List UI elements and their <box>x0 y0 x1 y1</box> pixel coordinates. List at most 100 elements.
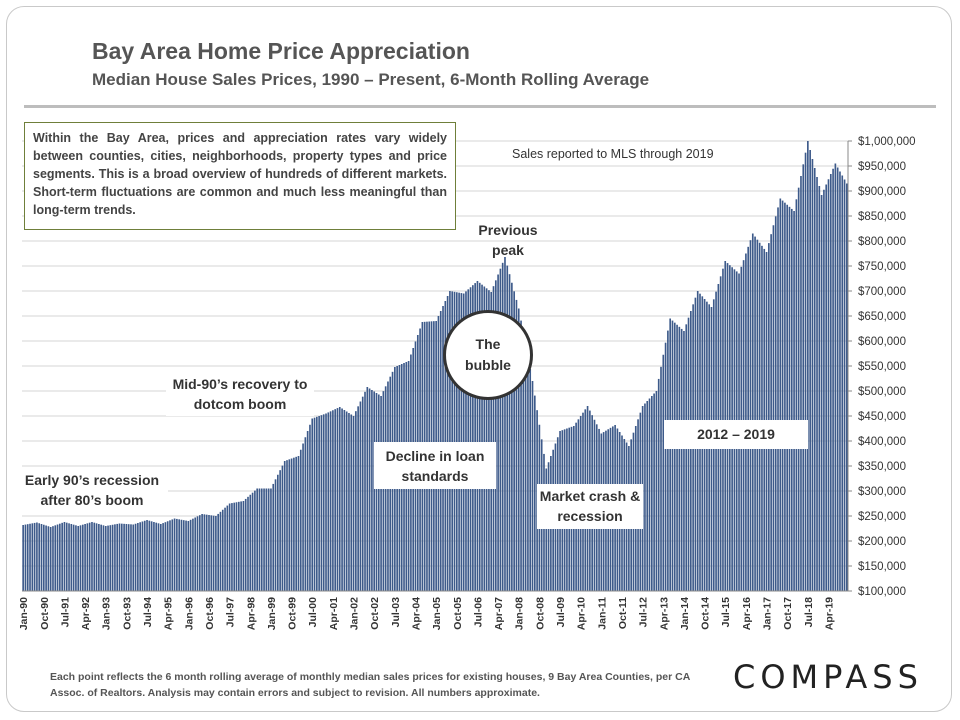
x-tick-label: Jul-03 <box>390 597 402 628</box>
bar <box>258 488 261 591</box>
bar <box>205 514 208 591</box>
x-axis: Jan-90 Oct-90 Jul-91 Apr-92 Jan-93 Oct-93 Jul-… <box>18 590 848 630</box>
bar <box>194 517 197 591</box>
bar <box>816 177 818 591</box>
bar <box>469 287 472 591</box>
bar <box>453 291 456 591</box>
bar <box>176 518 178 591</box>
bar <box>334 409 337 591</box>
bar <box>54 525 57 591</box>
bar <box>86 523 89 591</box>
bar <box>127 524 130 591</box>
x-tick-label: Jul-00 <box>307 597 319 628</box>
bar <box>146 520 148 591</box>
x-tick-label: Apr-95 <box>163 597 175 630</box>
y-tick-label: $450,000 <box>858 411 906 423</box>
bar <box>231 503 233 591</box>
bar <box>297 456 300 591</box>
bar <box>36 522 38 591</box>
x-tick-label: Jul-18 <box>803 597 815 628</box>
bar <box>660 366 662 591</box>
bar <box>797 187 800 592</box>
bar <box>235 502 238 591</box>
bar <box>150 521 153 591</box>
annotation-mid-90s: Mid-90’s recovery to dotcom boom <box>166 372 314 416</box>
bar <box>667 330 669 591</box>
bar <box>802 164 805 591</box>
bar <box>102 525 105 591</box>
x-tick-label: Apr-04 <box>411 597 423 630</box>
bar <box>139 522 141 591</box>
bar <box>274 479 277 591</box>
bar <box>467 289 470 591</box>
x-tick-label: Jan-90 <box>18 597 30 630</box>
bar <box>203 514 206 591</box>
bar <box>159 524 162 591</box>
x-tick-label: Jul-91 <box>59 597 71 628</box>
bar <box>685 324 688 591</box>
bar <box>655 391 658 591</box>
x-tick-label: Jan-02 <box>349 597 361 630</box>
bar <box>123 523 125 591</box>
chart-title: Bay Area Home Price Appreciation <box>92 38 470 64</box>
bar <box>800 176 802 591</box>
bar <box>357 406 359 591</box>
bar <box>116 523 119 591</box>
bar <box>478 282 481 591</box>
bar <box>355 411 357 591</box>
bar <box>240 501 242 591</box>
bar <box>329 411 332 591</box>
bar <box>380 396 382 591</box>
bar <box>247 496 249 591</box>
bar <box>302 443 304 591</box>
bar <box>70 524 73 591</box>
bar <box>164 522 167 591</box>
bar <box>455 292 458 591</box>
bar <box>786 204 789 591</box>
y-tick-label: $750,000 <box>858 261 906 273</box>
bar <box>263 488 265 591</box>
bar <box>65 522 68 591</box>
bar <box>49 527 52 591</box>
bar <box>497 274 499 591</box>
bar <box>226 505 229 591</box>
bar <box>267 488 270 591</box>
bar <box>125 524 128 591</box>
bar <box>242 501 245 591</box>
bar <box>224 507 226 591</box>
x-tick-label: Jul-15 <box>720 597 732 628</box>
bar <box>474 283 476 591</box>
x-tick-label: Apr-92 <box>80 597 92 630</box>
bar <box>286 460 288 591</box>
bar <box>38 523 41 591</box>
bar <box>784 202 786 592</box>
bar <box>327 412 330 591</box>
bar <box>522 332 525 591</box>
bar <box>198 515 201 591</box>
bar <box>359 401 362 591</box>
bar <box>166 521 169 591</box>
x-tick-label: Jan-08 <box>514 597 526 630</box>
bar <box>217 513 219 591</box>
bar <box>45 525 47 591</box>
bar <box>309 424 311 591</box>
bubble-callout: The bubble <box>443 310 533 400</box>
bar <box>100 524 102 591</box>
bar <box>260 488 263 591</box>
x-tick-label: Oct-05 <box>452 597 464 630</box>
bar <box>249 494 252 591</box>
bar <box>676 324 678 591</box>
bar <box>451 291 454 591</box>
bar <box>488 290 490 591</box>
x-tick-label: Jan-93 <box>101 597 113 630</box>
bar <box>63 522 66 591</box>
bar <box>293 457 295 591</box>
bar <box>137 523 139 591</box>
x-tick-label: Oct-11 <box>617 597 629 629</box>
bar <box>104 526 107 591</box>
y-tick-label: $550,000 <box>858 361 906 373</box>
bar <box>818 186 821 591</box>
x-tick-label: Apr-01 <box>328 597 340 630</box>
bar <box>364 391 366 591</box>
